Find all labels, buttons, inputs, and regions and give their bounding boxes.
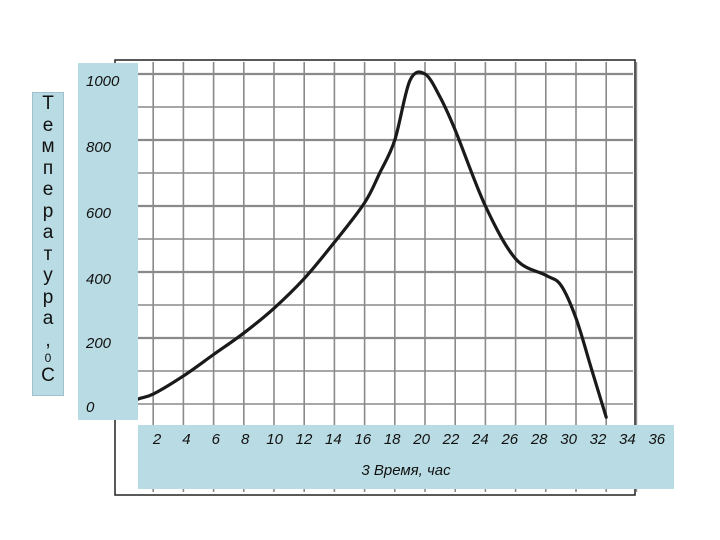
x-tick-label: 20	[413, 431, 430, 448]
x-tick-label: 24	[472, 431, 489, 448]
y-axis-label-char: е	[42, 179, 54, 200]
y-axis-label-char: а	[42, 308, 54, 329]
y-axis-label-char: 0	[44, 351, 52, 365]
x-tick-label: 34	[619, 431, 636, 448]
y-axis-label-char: а	[42, 222, 54, 243]
x-axis-label: 3 Время, час	[361, 462, 451, 479]
x-tick-label: 8	[241, 431, 250, 448]
y-axis-label-char: т	[43, 243, 53, 265]
x-tick-label: 36	[648, 431, 666, 448]
y-tick-label: 200	[86, 335, 112, 352]
x-tick-label: 2	[152, 431, 162, 448]
y-axis-label-char: е	[42, 114, 54, 136]
y-tick-label: 0	[86, 399, 95, 416]
x-tick-label: 26	[501, 431, 519, 448]
y-axis-label-char: м	[41, 136, 55, 157]
y-tick-label: 600	[86, 205, 112, 222]
x-tick-label: 16	[354, 431, 372, 448]
y-tick-label: 800	[86, 139, 112, 156]
x-tick-label: 12	[295, 431, 313, 448]
y-tick-panel: 1000 800 600 400 200 0	[78, 63, 138, 420]
y-axis-label-char: С	[41, 365, 55, 386]
x-tick-label: 32	[589, 431, 607, 448]
temperature-curve	[121, 70, 608, 419]
x-tick-label: 10	[266, 431, 283, 448]
y-axis-label-char: Т	[42, 93, 54, 114]
x-tick-label: 4	[182, 431, 191, 448]
y-axis-label-char: р	[42, 286, 54, 308]
y-axis-label-char: п	[42, 157, 54, 179]
y-axis-label-char: у	[43, 265, 53, 286]
y-axis-label-char: р	[42, 200, 54, 222]
y-tick-label: 400	[86, 271, 112, 288]
x-tick-label: 30	[560, 431, 577, 448]
x-tick-label: 22	[442, 431, 460, 448]
x-axis-panel: 3 Время, час 2 4 6 8 10 12 14 16 18 20 22 24 26 28 30 3…	[138, 425, 674, 489]
y-axis-label-char: ,	[45, 329, 51, 351]
x-tick-label: 28	[530, 431, 548, 448]
x-tick-label: 14	[325, 431, 342, 448]
y-tick-label: 1000	[86, 73, 120, 90]
x-tick-label: 18	[383, 431, 401, 448]
x-tick-label: 6	[211, 431, 220, 448]
